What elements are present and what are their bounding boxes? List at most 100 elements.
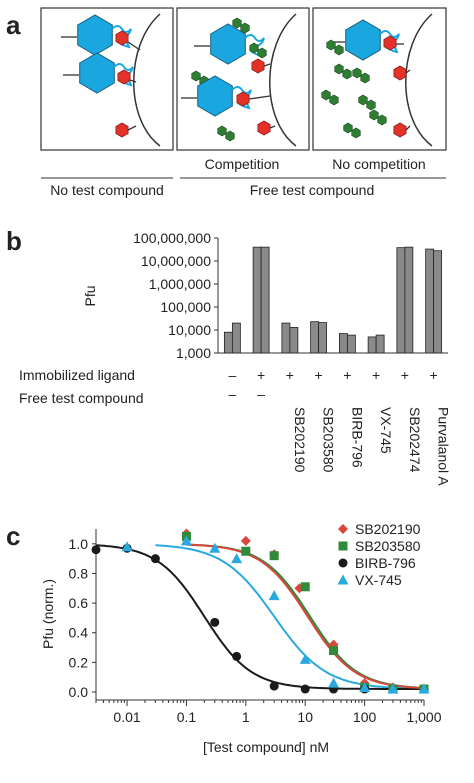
compound-shape (326, 39, 336, 51)
data-point (269, 681, 279, 691)
bar (223, 331, 233, 354)
immobilized-ligand-sign: + (286, 367, 294, 383)
compound-shape (225, 130, 235, 142)
x-tick-label: 100 (353, 709, 377, 725)
bead-surface (269, 13, 297, 147)
y-tick-label: 0.0 (69, 684, 89, 700)
ligand-hexagon (115, 30, 129, 46)
panel-c-letter: c (6, 521, 20, 551)
data-point (240, 535, 251, 546)
compound-shape (191, 70, 201, 82)
data-point (232, 651, 242, 661)
data-point (210, 617, 220, 627)
category-label: VX-745 (378, 407, 394, 454)
immobilized-ligand-sign: + (372, 367, 380, 383)
ligand-hexagon (251, 58, 265, 74)
data-point (300, 684, 310, 694)
compound-shape (257, 47, 267, 59)
ligand-tether (248, 95, 271, 100)
compound-shape (249, 42, 259, 54)
y-tick-label: 0.8 (69, 565, 89, 581)
ligand-hexagon (257, 120, 271, 136)
immobilized-ligand-sign: + (430, 367, 438, 383)
legend-marker (338, 558, 348, 568)
legend-label: SB202190 (355, 521, 421, 537)
y-tick-label: 10,000 (168, 322, 211, 338)
bar (396, 247, 406, 354)
data-point (241, 546, 251, 556)
ligand-hexagon (393, 122, 407, 138)
y-tick-label: 100,000 (160, 299, 211, 315)
ligand-hexagon (117, 69, 131, 85)
data-point (180, 535, 192, 546)
ligand-tether (405, 125, 411, 131)
data-point (328, 677, 340, 688)
data-point (299, 653, 311, 664)
immobilized-ligand-sign: + (257, 367, 265, 383)
y-tick-label: 0.4 (69, 625, 89, 641)
panel-a: a Competition No competition No test com… (6, 7, 447, 198)
ligand-tether (129, 79, 137, 83)
y-tick-label: 10,000,000 (141, 253, 211, 269)
free-test-compound-sign: – (228, 386, 236, 402)
fit-curve (186, 543, 425, 689)
compound-shape (343, 122, 353, 134)
data-point (329, 646, 339, 656)
fit-curve (155, 544, 424, 690)
ligand-tether (127, 125, 137, 131)
bar (367, 336, 377, 354)
bar (310, 321, 320, 354)
compound-shape (360, 72, 370, 84)
compound-shape (329, 94, 339, 106)
bar (425, 248, 435, 354)
panel-c-ylabel: Pfu (norm.) (40, 579, 56, 649)
immobilized-ligand-sign: + (343, 367, 351, 383)
legend-label: SB203580 (355, 538, 421, 554)
category-label: Purvalanol A (436, 407, 452, 486)
data-point (121, 541, 133, 552)
immobilized-ligand-sign: + (315, 367, 323, 383)
no-competition-label: No competition (332, 156, 425, 172)
bar (231, 322, 241, 354)
data-point (91, 545, 101, 555)
x-tick-label: 0.01 (113, 709, 140, 725)
compound-shape (240, 22, 250, 34)
compound-shape (352, 67, 362, 79)
data-point (418, 683, 430, 694)
compound-shape (377, 114, 387, 126)
fit-curve (95, 544, 424, 690)
data-point (268, 590, 280, 601)
data-point (269, 551, 279, 561)
legend-marker (337, 574, 349, 585)
legend-marker (338, 541, 348, 551)
panel-b-ylabel: Pfu (82, 285, 98, 306)
immobilized-ligand-label: Immobilized ligand (19, 367, 135, 383)
x-tick-label: 0.1 (177, 709, 197, 725)
y-tick-label: 1,000,000 (149, 276, 211, 292)
compound-shape (366, 99, 376, 111)
compound-shape (342, 68, 352, 80)
y-tick-label: 1.0 (69, 536, 89, 552)
kinase-hexagon (345, 19, 381, 61)
competition-label: Competition (205, 156, 280, 172)
ligand-hexagon (115, 122, 129, 138)
free-test-compound-row-label: Free test compound (19, 390, 144, 406)
y-tick-label: 100,000,000 (133, 230, 211, 246)
ligand-tether (263, 63, 271, 67)
y-tick-label: 0.2 (69, 654, 89, 670)
compound-shape (321, 89, 331, 101)
data-point (209, 542, 221, 553)
bead-surface (405, 13, 433, 147)
kinase-hexagon (210, 23, 246, 65)
category-label: SB202190 (292, 407, 308, 473)
category-label: SB202474 (407, 407, 423, 473)
compound-shape (334, 44, 344, 56)
bar (318, 322, 328, 354)
bar (252, 246, 262, 354)
legend-label: BIRB-796 (355, 555, 416, 571)
category-label: BIRB-796 (349, 407, 365, 468)
category-label: SB203580 (321, 407, 337, 473)
bar (289, 326, 299, 354)
x-tick-label: 1 (242, 709, 250, 725)
